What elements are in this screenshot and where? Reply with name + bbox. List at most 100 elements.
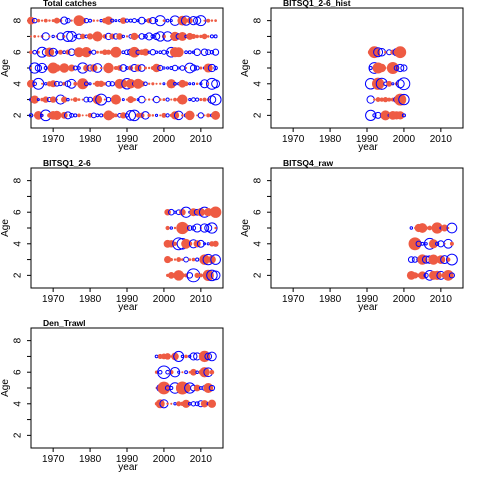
panel-1-bubble-positive	[166, 79, 176, 89]
panel-1-bubble-positive	[162, 98, 166, 102]
panel-4-bubble-negative	[409, 226, 414, 230]
panel-1-bubble-positive	[173, 97, 177, 102]
panel-1-bubble-positive	[90, 64, 98, 72]
panel-5-bubble-positive	[157, 381, 171, 395]
panel-3-bubble-positive	[164, 256, 172, 264]
panel-1-bubble-positive	[170, 111, 180, 120]
panel-3-bubble-positive	[198, 273, 203, 278]
panel-3-bubble-positive	[173, 258, 177, 261]
panel-1-bubble-negative	[29, 62, 41, 74]
panel-2-bubble-positive	[386, 80, 393, 87]
panel-1-bubble-negative	[48, 47, 58, 57]
panel-1-bubble-positive	[97, 80, 105, 87]
panel-1-bubble-positive	[195, 82, 199, 86]
panel-5-bubble-positive	[181, 371, 184, 374]
panel-1-xtick-label: 1980	[79, 134, 102, 145]
panel-1-ytick-label: 4	[13, 81, 24, 87]
panel-4-bubble-positive	[428, 254, 439, 265]
panel-4-bubble-negative	[446, 222, 458, 234]
panel-1-bubble-positive	[206, 35, 210, 38]
panel-3-bubble-negative	[206, 242, 210, 246]
panel-1-bubble-positive	[143, 66, 148, 70]
panel-2-ytick-label: 4	[253, 81, 264, 87]
panel-2-ytick-label: 8	[253, 17, 264, 23]
panel-4-bubble-negative	[448, 272, 455, 279]
panel-2-xtick-label: 2010	[430, 134, 453, 145]
panel-4-xtick-label: 1980	[319, 294, 342, 305]
panel-1-bubble-negative	[40, 113, 44, 117]
panel-3-xtick-label: 2010	[190, 294, 213, 305]
panel-3-ytick-label: 4	[13, 241, 24, 247]
panel-1-bubble-positive	[86, 33, 94, 40]
panel-2-bubble-positive	[375, 97, 381, 102]
panel-4-xtick-label: 1970	[282, 294, 305, 305]
panel-1-bubble-positive	[102, 49, 108, 56]
panel-4-title: BITSQ4_raw	[283, 158, 333, 168]
panel-1-bubble-positive	[135, 113, 141, 118]
panel-1-bubble-negative	[158, 50, 163, 55]
panel-4-bubble-positive	[427, 225, 433, 231]
panel-1-bubble-negative	[55, 50, 59, 54]
panel-1-bubble-positive	[138, 80, 145, 87]
panel-1-bubble-positive	[33, 35, 37, 38]
panel-1-bubble-negative	[88, 18, 93, 23]
panel-1-bubble-positive	[81, 98, 84, 101]
panel-3-bubble-positive	[181, 258, 184, 261]
panel-1-bubble-positive	[102, 34, 108, 39]
panel-1-bubble-negative	[184, 62, 196, 74]
panel-1-bubble-negative	[138, 33, 146, 40]
panel-1-bubble-negative	[36, 98, 40, 102]
panel-1-bubble-positive	[85, 114, 88, 117]
panel-1-bubble-positive	[146, 17, 152, 24]
panel-1-bubble-negative	[154, 113, 159, 117]
panel-1-bubble-positive	[185, 67, 188, 69]
panel-1-bubble-positive	[37, 35, 40, 38]
panel-5-bubble-negative	[177, 370, 181, 374]
panel-5-ytick-label: 8	[13, 337, 24, 343]
panel-1-bubble-positive	[79, 33, 86, 40]
panel-1-bubble-positive	[79, 17, 86, 24]
panel-1-bubble-positive	[43, 18, 48, 23]
panel-3-bubble-negative	[199, 223, 210, 233]
panel-5-bubble-positive	[207, 399, 217, 408]
panel-1-bubble-negative	[184, 50, 188, 55]
panel-1-ytick-label: 2	[13, 112, 24, 118]
panel-1-bubble-positive	[151, 114, 155, 117]
panel-3-xtick-label: 1980	[79, 294, 102, 305]
panel-1-xtick-label: 1990	[116, 134, 139, 145]
panel-1-bubble-negative	[32, 49, 38, 55]
panel-4-bubble-positive	[418, 271, 427, 280]
panel-4-xtick-label: 2000	[393, 294, 416, 305]
panel-1-bubble-positive	[118, 51, 121, 54]
panel-1-bubble-positive	[192, 114, 195, 117]
panel-1-bubble-positive	[185, 110, 195, 121]
panel-3-bubble-negative	[206, 222, 218, 234]
panel-4-bubble-positive	[442, 269, 454, 281]
panel-1-bubble-positive	[110, 46, 122, 58]
panel-1-bubble-positive	[92, 82, 95, 85]
panel-5-ytick-label: 6	[13, 369, 24, 375]
panel-1-xtick-label: 2010	[190, 134, 213, 145]
panel-1-bubble-positive	[70, 98, 73, 101]
panel-5-xtick-label: 2010	[190, 454, 213, 465]
panel-5-bubble-positive	[169, 370, 174, 375]
panel-1-bubble-negative	[188, 16, 199, 26]
panel-1-bubble-negative	[28, 113, 34, 118]
panel-4-bubble-positive	[417, 223, 428, 233]
panel-5-bubble-positive	[199, 367, 210, 378]
panel-3-bubble-positive	[173, 270, 184, 281]
panel-5-bubble-negative	[204, 352, 213, 361]
panel-3-xtick-label: 1970	[42, 294, 65, 305]
panel-1-bubble-positive	[111, 66, 114, 70]
panel-1-bubble-positive	[53, 64, 61, 72]
panel-1-bubble-positive	[59, 63, 70, 73]
panel-5-bubble-positive	[176, 401, 182, 407]
panel-1-bubble-positive	[161, 112, 167, 118]
panel-1-bubble-negative	[173, 81, 177, 86]
panel-2-bubble-positive	[373, 98, 376, 101]
panel-1-bubble-negative	[60, 16, 69, 25]
panel-2-bubble-negative	[391, 82, 395, 86]
panel-1-bubble-positive	[96, 50, 99, 54]
panel-1-bubble-negative	[165, 97, 170, 102]
